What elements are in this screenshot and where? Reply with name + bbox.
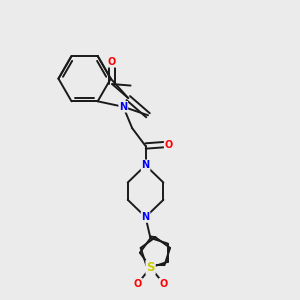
Text: O: O <box>108 57 116 67</box>
Text: O: O <box>134 279 142 289</box>
Text: O: O <box>159 279 167 289</box>
Text: O: O <box>165 140 173 149</box>
Text: N: N <box>142 212 150 222</box>
Text: N: N <box>119 102 127 112</box>
Text: N: N <box>142 160 150 170</box>
Text: S: S <box>146 261 155 274</box>
